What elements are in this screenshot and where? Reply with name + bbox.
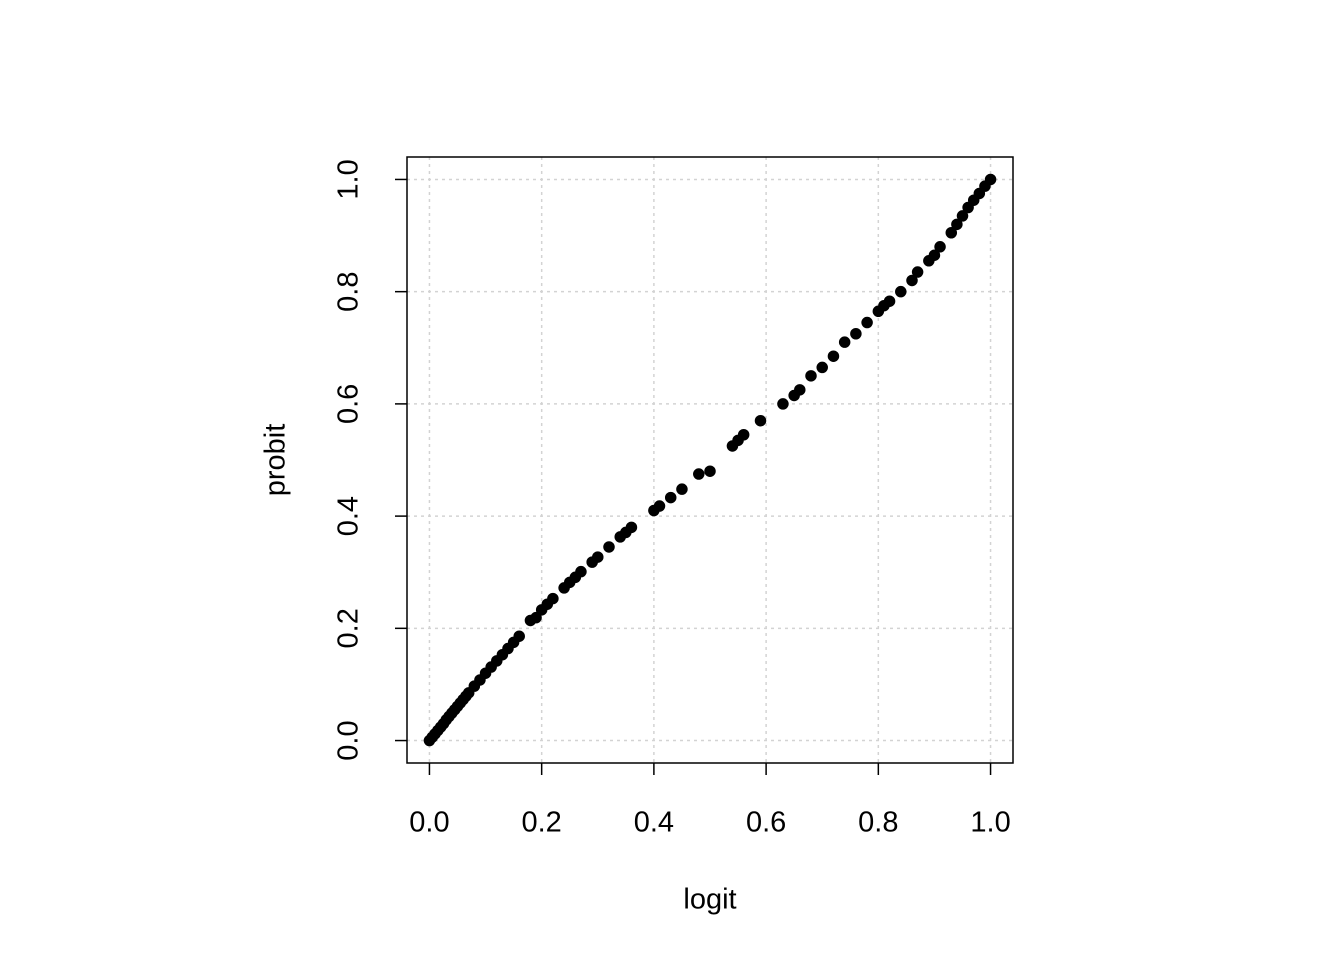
- y-tick-label: 0.6: [333, 384, 365, 424]
- point: [934, 241, 946, 253]
- y-tick-label: 0.2: [333, 608, 365, 648]
- point: [603, 541, 615, 553]
- point: [827, 350, 840, 362]
- x-tick-label: 0.8: [858, 807, 898, 839]
- point: [805, 370, 817, 382]
- x-tick-label: 0.0: [409, 807, 449, 839]
- point: [754, 414, 767, 427]
- point: [625, 521, 638, 534]
- point: [737, 429, 750, 441]
- point: [861, 316, 873, 329]
- point: [984, 173, 997, 186]
- plot-frame: [406, 156, 1014, 764]
- point: [693, 468, 705, 480]
- point: [777, 398, 789, 410]
- point: [676, 483, 688, 495]
- point: [794, 384, 806, 396]
- y-tick-label: 0.8: [333, 272, 365, 312]
- point: [547, 592, 559, 605]
- point: [951, 218, 963, 231]
- point: [895, 285, 907, 298]
- x-tick-label: 0.2: [522, 807, 562, 839]
- point: [530, 611, 542, 624]
- point: [850, 328, 862, 340]
- x-tick-label: 0.4: [634, 807, 674, 839]
- point: [945, 227, 958, 239]
- point: [911, 266, 924, 278]
- point: [906, 274, 918, 287]
- point: [816, 361, 828, 374]
- point: [928, 249, 941, 261]
- point: [592, 551, 604, 563]
- point: [956, 210, 969, 222]
- point: [704, 465, 716, 477]
- x-axis-title: logit: [683, 884, 736, 916]
- y-axis-title: probit: [260, 424, 292, 497]
- y-tick-label: 0.0: [333, 720, 365, 760]
- point: [513, 630, 525, 642]
- y-tick-label: 0.4: [333, 496, 365, 536]
- point: [575, 565, 587, 578]
- x-tick-label: 0.6: [746, 807, 786, 839]
- point: [883, 295, 896, 307]
- point: [664, 491, 677, 504]
- point: [653, 500, 666, 512]
- point: [838, 336, 851, 348]
- y-tick-label: 1.0: [333, 159, 365, 199]
- x-tick-label: 1.0: [970, 807, 1010, 839]
